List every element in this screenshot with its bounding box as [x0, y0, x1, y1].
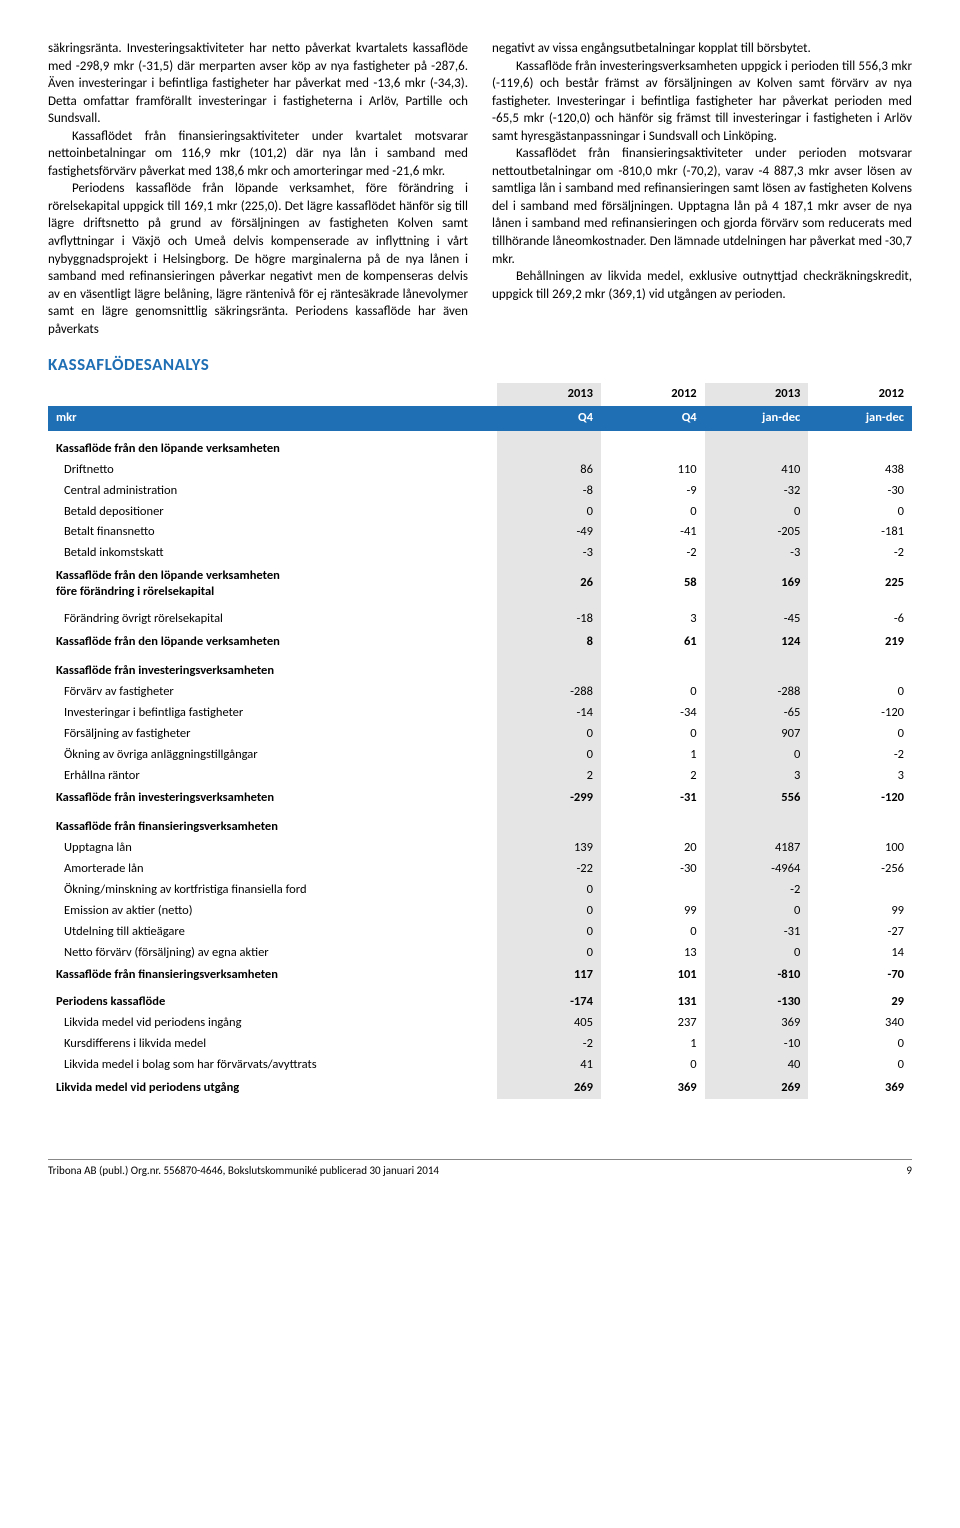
table-row: Driftnetto86110410438 [48, 460, 912, 481]
table-row: Betalt finansnetto-49-41-205-181 [48, 522, 912, 543]
section-head: Kassaflöde från investeringsverksamheten [48, 653, 912, 682]
header-col-4: jan-dec [808, 406, 912, 431]
year-col-1: 2013 [497, 383, 601, 406]
period-row: Periodens kassaflöde-174131-13029 [48, 986, 912, 1013]
table-row: Erhållna räntor2233 [48, 766, 912, 787]
table-row: Förändring övrigt rörelsekapital-183-45-… [48, 601, 912, 630]
left-p2: Kassaflödet från finansieringsaktivitete… [48, 128, 468, 181]
right-p2: Kassaflöde från investeringsverksamheten… [492, 58, 912, 146]
table-row: Förvärv av fastigheter-2880-2880 [48, 682, 912, 703]
table-years-row: 2013 2012 2013 2012 [48, 383, 912, 406]
table-row: Central administration-8-9-32-30 [48, 481, 912, 502]
table-row: Netto förvärv (försäljning) av egna akti… [48, 943, 912, 964]
cashflow-table: 2013 2012 2013 2012 mkr Q4 Q4 jan-dec ja… [48, 383, 912, 1099]
table-row: Likvida medel vid periodens ingång405237… [48, 1013, 912, 1034]
right-p1: negativt av vissa engångsutbetalningar k… [492, 40, 912, 58]
table-row: Investeringar i befintliga fastigheter-1… [48, 703, 912, 724]
left-p1: säkringsränta. Investeringsaktiviteter h… [48, 40, 468, 128]
table-row: Betald inkomstskatt-3-2-3-2 [48, 543, 912, 564]
left-column: säkringsränta. Investeringsaktiviteter h… [48, 40, 468, 338]
table-row: Emission av aktier (netto)099099 [48, 901, 912, 922]
header-label: mkr [48, 406, 497, 431]
table-row: Utdelning till aktieägare00-31-27 [48, 922, 912, 943]
section-title: KASSAFLÖDESANALYS [48, 354, 912, 377]
right-p4: Behållningen av likvida medel, exklusive… [492, 268, 912, 303]
header-col-1: Q4 [497, 406, 601, 431]
footer-page-number: 9 [906, 1164, 912, 1179]
table-row: Likvida medel i bolag som har förvärvats… [48, 1055, 912, 1076]
table-row: Ökning av övriga anläggningstillgångar01… [48, 745, 912, 766]
table-row: Betald depositioner0000 [48, 502, 912, 523]
total-row: Likvida medel vid periodens utgång269369… [48, 1076, 912, 1099]
header-col-2: Q4 [601, 406, 705, 431]
table-header-row: mkr Q4 Q4 jan-dec jan-dec [48, 406, 912, 431]
table-row: Försäljning av fastigheter009070 [48, 724, 912, 745]
table-row: Ökning/minskning av kortfristiga finansi… [48, 880, 912, 901]
table-row: Kursdifferens i likvida medel-21-100 [48, 1034, 912, 1055]
year-col-3: 2013 [705, 383, 809, 406]
page-footer: Tribona AB (publ.) Org.nr. 556870-4646, … [48, 1159, 912, 1179]
subtotal-row: Kassaflöde från finansieringsverksamhete… [48, 963, 912, 986]
subtotal-row: Kassaflöde från den löpande verksamheten… [48, 630, 912, 653]
section-head: Kassaflöde från den löpande verksamheten [48, 431, 912, 460]
year-col-2: 2012 [601, 383, 705, 406]
right-column: negativt av vissa engångsutbetalningar k… [492, 40, 912, 338]
body-text-columns: säkringsränta. Investeringsaktiviteter h… [48, 40, 912, 338]
left-p3: Periodens kassaflöde från löpande verksa… [48, 180, 468, 338]
subtotal-row: Kassaflöde från den löpande verksamheten… [48, 564, 912, 601]
header-col-3: jan-dec [705, 406, 809, 431]
footer-left: Tribona AB (publ.) Org.nr. 556870-4646, … [48, 1164, 439, 1179]
subtotal-row: Kassaflöde från investeringsverksamheten… [48, 786, 912, 809]
right-p3: Kassaflödet från finansieringsaktivitete… [492, 145, 912, 268]
table-row: Upptagna lån139204187100 [48, 838, 912, 859]
section-head: Kassaflöde från finansieringsverksamhete… [48, 809, 912, 838]
table-row: Amorterade lån-22-30-4964-256 [48, 859, 912, 880]
year-col-4: 2012 [808, 383, 912, 406]
